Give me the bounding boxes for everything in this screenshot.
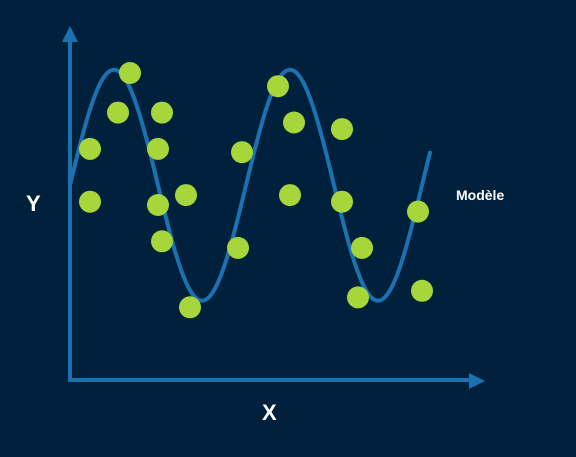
model-line [68, 67, 432, 303]
data-point-4 [119, 62, 141, 84]
data-point-10 [179, 296, 201, 319]
data-point-7 [147, 194, 169, 216]
data-point-3 [107, 101, 129, 124]
data-point-8 [151, 230, 173, 253]
data-point-12 [227, 236, 249, 259]
model-legend-label: Modèle [456, 187, 505, 203]
data-point-16 [331, 118, 353, 141]
data-point-11 [231, 141, 253, 164]
data-points [79, 62, 433, 319]
data-point-6 [147, 137, 169, 160]
data-point-20 [407, 200, 429, 223]
data-point-13 [267, 75, 289, 98]
data-point-19 [347, 286, 369, 309]
data-point-17 [331, 190, 353, 213]
data-point-21 [411, 279, 433, 302]
x-axis-label: X [262, 400, 277, 425]
axes [62, 26, 485, 389]
y-axis-arrow [62, 26, 78, 42]
data-point-15 [279, 184, 301, 207]
x-axis-arrow [469, 373, 485, 389]
data-point-1 [79, 137, 101, 160]
data-point-5 [151, 101, 173, 124]
data-point-14 [283, 111, 305, 134]
data-point-2 [79, 190, 101, 213]
data-point-9 [175, 184, 197, 207]
y-axis-label: Y [26, 191, 41, 216]
data-point-18 [351, 236, 373, 259]
